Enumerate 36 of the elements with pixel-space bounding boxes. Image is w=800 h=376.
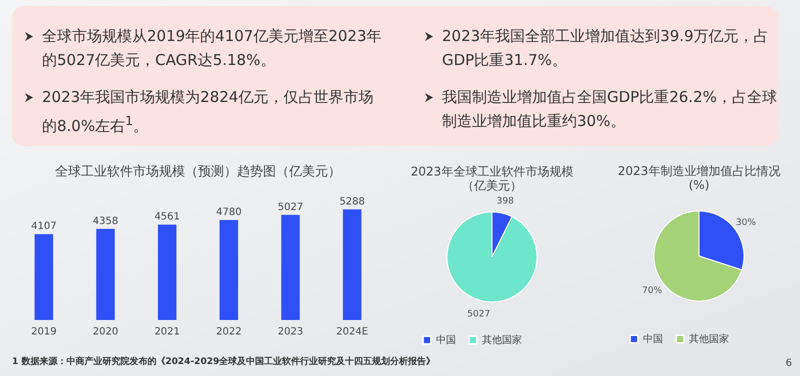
bar bbox=[220, 220, 238, 320]
pie-slice bbox=[446, 212, 538, 302]
bar bbox=[281, 214, 300, 320]
x-tick-label: 2023 bbox=[278, 326, 304, 338]
x-tick-label: 2024E bbox=[336, 326, 368, 338]
data-label: 30% bbox=[736, 218, 756, 228]
data-label: 4358 bbox=[92, 216, 118, 227]
legend-label: 中国 bbox=[643, 333, 663, 346]
bar bbox=[158, 224, 176, 320]
text: 1 数据来源：中商产业研究院发布的《2024-2029全球及中国工业软件行业研究及十四五规划分析报告》 bbox=[12, 355, 436, 368]
text: 2023年我国全部工业增加值达到39.9万亿元，占GDP比重31.7%。 bbox=[441, 26, 770, 71]
data-label: 398 bbox=[496, 196, 514, 207]
legend-label: 中国 bbox=[436, 334, 456, 346]
chart-title: 全球工业软件市场规模（预测）趋势图（亿美元） bbox=[55, 163, 341, 180]
x-tick-label: 2019 bbox=[31, 326, 57, 338]
data-label: 5288 bbox=[339, 196, 365, 208]
text: 6 bbox=[786, 358, 792, 369]
x-tick-label: 2022 bbox=[216, 326, 242, 338]
legend-label: 其他国家 bbox=[482, 334, 522, 346]
data-label: 5027 bbox=[278, 202, 304, 213]
text: 全球市场规模从2019年的4107亿美元增至2023年的5027亿美元，CAGR达5.18%。 bbox=[41, 26, 382, 71]
chart-title: 2023年制造业增加值占比情况(%) bbox=[618, 164, 780, 192]
text: 2023年我国市场规模为2824亿元，仅占世界市场的8.0%左右$^{1}$。 bbox=[41, 86, 374, 136]
data-label: 5027 bbox=[467, 309, 490, 320]
data-label: 4561 bbox=[154, 212, 180, 223]
text: 我国制造业增加值占全国GDP比重26.2%，占全球制造业增加值比重约30%。 bbox=[441, 86, 778, 132]
chart-title: 2023年全球工业软件市场规模（亿美元） bbox=[410, 164, 574, 193]
x-tick-label: 2020 bbox=[92, 326, 118, 338]
x-tick-label: 2021 bbox=[154, 326, 180, 338]
data-label: 70% bbox=[642, 286, 663, 296]
bar bbox=[342, 209, 362, 320]
bar bbox=[34, 234, 54, 320]
bar bbox=[96, 228, 115, 320]
data-label: 4107 bbox=[31, 221, 57, 232]
legend-label: 其他国家 bbox=[689, 333, 729, 346]
data-label: 4780 bbox=[216, 207, 242, 218]
